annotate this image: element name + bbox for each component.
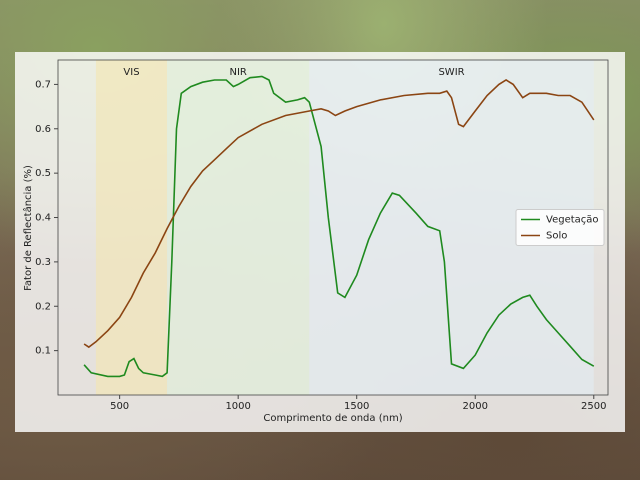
legend-label: Solo	[546, 231, 567, 242]
region-band	[167, 60, 310, 395]
legend-label: Vegetação	[546, 215, 599, 226]
y-tick-label: 0.4	[35, 213, 51, 224]
y-tick-label: 0.3	[35, 257, 51, 268]
x-tick-label: 500	[110, 401, 129, 412]
region-band	[95, 60, 168, 395]
y-axis-label: Fator de Reflectância (%)	[22, 165, 34, 291]
region-label: NIR	[229, 67, 246, 78]
legend-box	[515, 209, 605, 246]
y-tick-label: 0.5	[35, 168, 51, 179]
x-axis-label: Comprimento de onda (nm)	[263, 413, 402, 424]
x-tick-label: 1000	[225, 401, 250, 412]
x-tick-label: 1500	[344, 401, 369, 412]
y-tick-label: 0.1	[35, 346, 51, 357]
line-series	[83, 79, 595, 349]
y-tick-label: 0.6	[35, 124, 51, 135]
region-label: SWIR	[438, 67, 464, 78]
x-tick-label: 2000	[463, 401, 488, 412]
y-tick-label: 0.2	[35, 301, 51, 312]
legend: Vegetação Solo	[515, 209, 605, 246]
region-label: VIS	[123, 67, 139, 78]
line-series	[83, 75, 595, 378]
x-tick-label: 2500	[581, 401, 606, 412]
y-tick-label: 0.7	[35, 79, 51, 90]
plot-frame	[57, 59, 609, 396]
